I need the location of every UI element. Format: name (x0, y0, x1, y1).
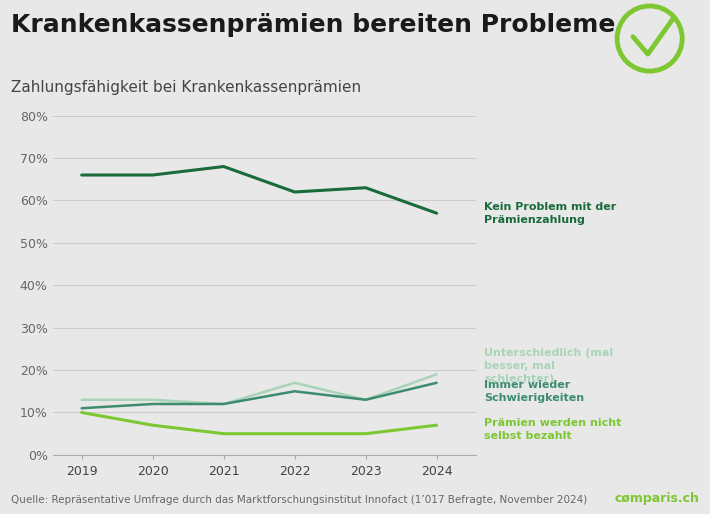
Text: Quelle: Repräsentative Umfrage durch das Marktforschungsinstitut Innofact (1’017: Quelle: Repräsentative Umfrage durch das… (11, 495, 587, 505)
Text: Prämien werden nicht
selbst bezahlt: Prämien werden nicht selbst bezahlt (484, 418, 621, 441)
Text: Krankenkassenprämien bereiten Probleme: Krankenkassenprämien bereiten Probleme (11, 13, 615, 37)
Text: Unterschiedlich (mal
besser, mal
schlechter): Unterschiedlich (mal besser, mal schlech… (484, 348, 613, 383)
Text: Kein Problem mit der
Prämienzahlung: Kein Problem mit der Prämienzahlung (484, 202, 616, 225)
Text: Zahlungsfähigkeit bei Krankenkassenprämien: Zahlungsfähigkeit bei Krankenkassenprämi… (11, 80, 361, 95)
Text: Immer wieder
Schwierigkeiten: Immer wieder Schwierigkeiten (484, 380, 584, 402)
Text: cømparis.ch: cømparis.ch (614, 492, 699, 505)
